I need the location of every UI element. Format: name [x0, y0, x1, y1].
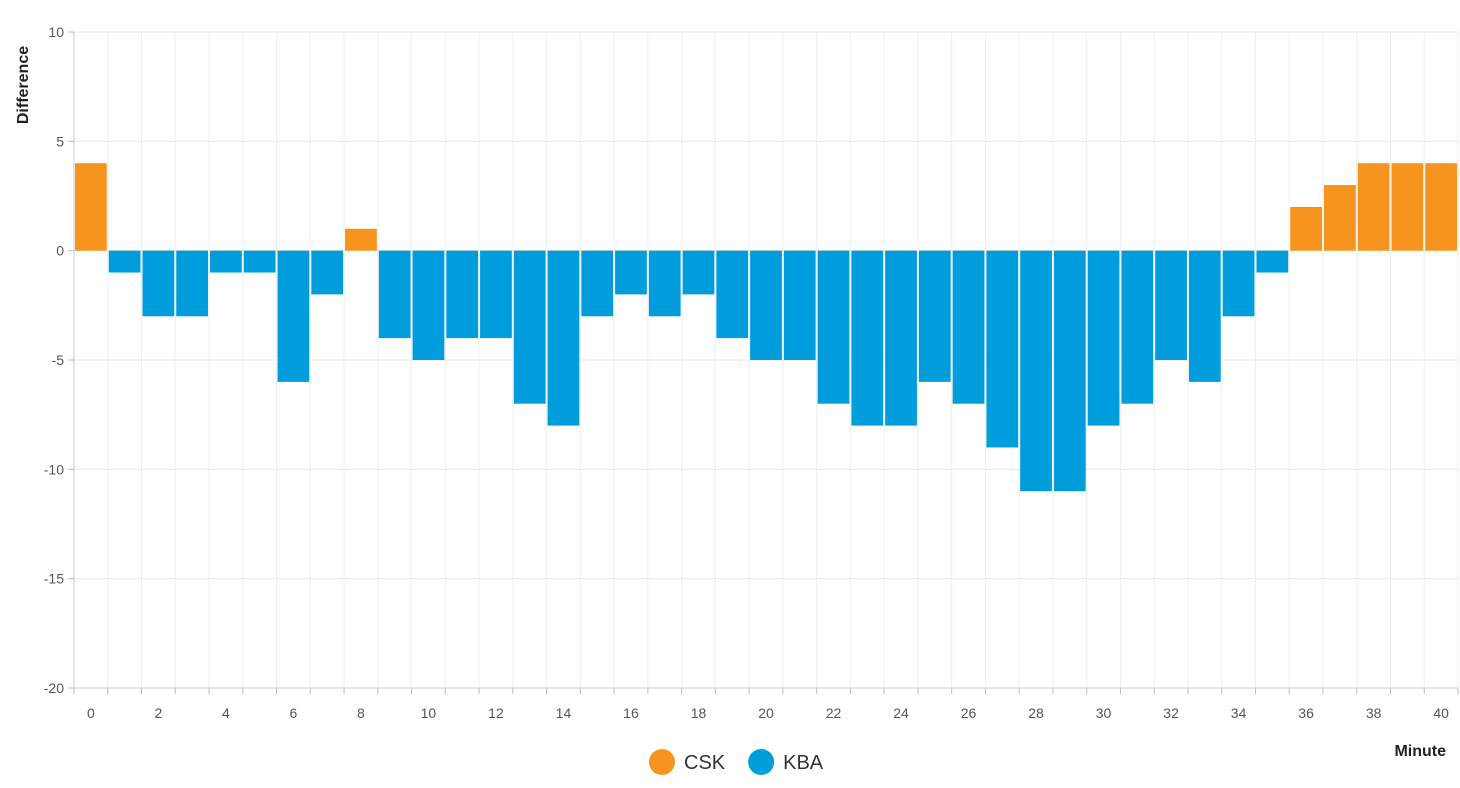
- bar: [345, 228, 377, 251]
- x-tick-label: 0: [87, 705, 95, 721]
- x-tick-label: 4: [222, 705, 230, 721]
- x-tick-label: 14: [556, 705, 572, 721]
- bar: [918, 250, 951, 382]
- x-tick-label: 30: [1096, 705, 1112, 721]
- x-tick-label: 6: [290, 705, 298, 721]
- x-tick-label: 32: [1163, 705, 1179, 721]
- x-tick-label: 20: [758, 705, 774, 721]
- bar: [851, 250, 884, 426]
- bar: [547, 250, 580, 426]
- bar: [1020, 250, 1052, 492]
- grid: [73, 31, 1459, 689]
- bar: [75, 163, 107, 251]
- legend-label: KBA: [783, 752, 824, 774]
- y-tick-label: 10: [48, 24, 64, 40]
- x-tick-label: 8: [357, 705, 365, 721]
- bar: [277, 250, 310, 382]
- bar: [142, 250, 175, 317]
- bar: [986, 250, 1019, 448]
- x-tick-label: 12: [488, 705, 504, 721]
- bar: [716, 250, 749, 339]
- bar: [1188, 250, 1221, 382]
- x-tick-label: 34: [1231, 705, 1247, 721]
- bar: [1087, 250, 1120, 426]
- bar: [817, 250, 850, 404]
- bar: [1323, 185, 1356, 251]
- bar: [243, 250, 276, 273]
- y-tick-label: -5: [52, 352, 65, 368]
- bar: [412, 250, 445, 360]
- y-axis-title: Difference: [15, 46, 32, 124]
- x-tick-label: 2: [154, 705, 162, 721]
- bar: [311, 250, 344, 295]
- bar: [885, 250, 917, 426]
- y-tick-label: -15: [44, 571, 64, 587]
- x-tick-label: 16: [623, 705, 639, 721]
- bar: [648, 250, 681, 317]
- bar: [210, 250, 242, 273]
- y-tick-label: 0: [56, 243, 64, 259]
- legend-item: CSK: [649, 749, 726, 775]
- bar: [108, 250, 141, 273]
- x-tick-label: 36: [1298, 705, 1314, 721]
- bar: [952, 250, 985, 404]
- y-tick-label: 5: [56, 133, 64, 149]
- x-tick-label: 38: [1366, 705, 1382, 721]
- legend-swatch: [649, 749, 675, 775]
- bar: [581, 250, 614, 317]
- bar: [480, 250, 512, 339]
- bar: [1256, 250, 1289, 273]
- bar: [176, 250, 209, 317]
- bar: [1222, 250, 1255, 317]
- bar: [1053, 250, 1086, 492]
- x-tick-label: 18: [691, 705, 707, 721]
- bar: [1290, 206, 1322, 251]
- x-tick-label: 40: [1433, 705, 1449, 721]
- bar: [513, 250, 546, 404]
- legend: CSK KBA: [649, 749, 824, 775]
- bar: [1357, 163, 1390, 251]
- x-tick-label: 24: [893, 705, 909, 721]
- y-tick-label: -10: [44, 461, 64, 477]
- x-tick-label: 28: [1028, 705, 1044, 721]
- legend-label: CSK: [684, 752, 726, 774]
- bar: [682, 250, 715, 295]
- bar: [446, 250, 479, 339]
- bar: [750, 250, 782, 360]
- x-tick-label: 26: [961, 705, 977, 721]
- legend-item: KBA: [748, 749, 824, 775]
- bar: [1155, 250, 1187, 360]
- bar: [1425, 163, 1457, 251]
- x-axis-title: Minute: [1394, 743, 1446, 760]
- bar: [378, 250, 411, 339]
- x-tick-label: 10: [421, 705, 437, 721]
- x-tick-label: 22: [826, 705, 842, 721]
- axes: [68, 31, 1459, 694]
- y-tick-label: -20: [44, 680, 64, 696]
- bars: [75, 163, 1457, 492]
- bar: [783, 250, 816, 360]
- bar: [1391, 163, 1424, 251]
- bar: [615, 250, 647, 295]
- legend-swatch: [748, 749, 775, 775]
- bar: [1121, 250, 1154, 404]
